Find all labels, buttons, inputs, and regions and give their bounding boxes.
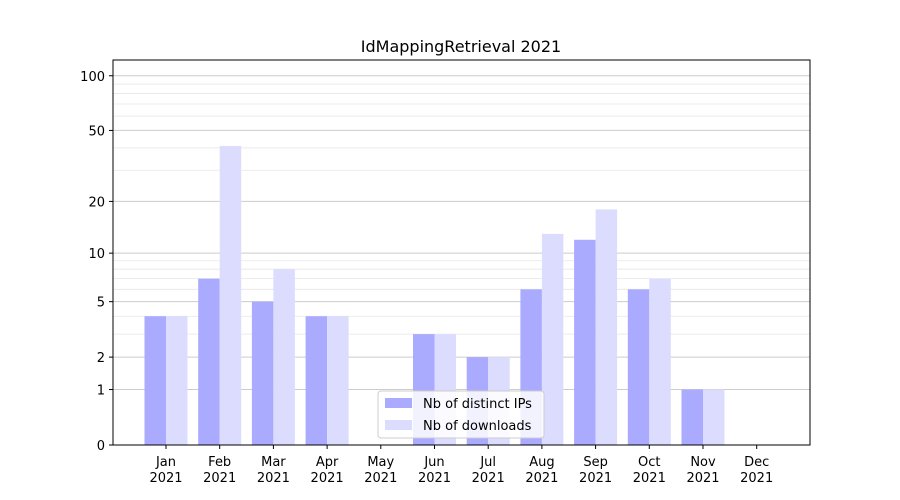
bar-ips xyxy=(251,301,274,445)
plot-frame xyxy=(112,59,811,446)
x-tick-label: Sep 2021 xyxy=(579,455,612,486)
legend: Nb of distinct IPs Nb of downloads xyxy=(377,390,545,439)
bar-downloads xyxy=(166,316,188,445)
y-tick-label: 10 xyxy=(88,247,105,262)
x-tick-label: Apr 2021 xyxy=(311,455,344,486)
x-tick-label: Jul 2021 xyxy=(472,455,505,486)
legend-label-ips: Nb of distinct IPs xyxy=(423,397,532,412)
bar-downloads xyxy=(327,316,349,445)
legend-swatch-ips xyxy=(385,398,412,408)
bar-ips xyxy=(627,289,650,445)
legend-swatch-downloads xyxy=(385,420,412,430)
bar-downloads xyxy=(649,278,671,445)
bar-ips xyxy=(198,278,220,445)
bar-downloads xyxy=(703,389,725,445)
bar-ips xyxy=(574,239,596,445)
x-tick-label: Aug 2021 xyxy=(525,455,558,486)
x-tick-label: Nov 2021 xyxy=(686,455,719,486)
x-tick-label: Dec 2021 xyxy=(740,455,773,486)
x-axis: Jan 2021 Feb 2021 Mar 2021 Apr 2021 May 2021 Jun 20… xyxy=(149,445,773,486)
x-tick-label: Feb 2021 xyxy=(203,455,236,486)
y-tick-label: 50 xyxy=(88,124,105,139)
bar-downloads xyxy=(219,145,242,446)
x-tick-label: Jan 2021 xyxy=(149,455,182,486)
y-axis: 0 1 2 5 10 20 50 100 xyxy=(80,70,113,454)
bar-ips xyxy=(681,389,703,445)
bar-downloads xyxy=(273,269,295,445)
y-tick-label: 0 xyxy=(97,439,105,454)
legend-label-downloads: Nb of downloads xyxy=(423,419,532,434)
bar-ips xyxy=(144,316,166,445)
bar-downloads xyxy=(541,233,564,445)
bar-downloads xyxy=(595,209,618,445)
x-tick-label: May 2021 xyxy=(364,455,397,486)
x-tick-label: Oct 2021 xyxy=(633,455,666,486)
y-tick-label: 1 xyxy=(97,384,105,399)
legend-box xyxy=(377,390,545,439)
bar-ips xyxy=(305,316,328,445)
y-tick-label: 20 xyxy=(88,195,105,210)
y-tick-label: 100 xyxy=(80,70,105,85)
chart-title: IdMappingRetrieval 2021 xyxy=(361,37,561,56)
x-tick-label: Mar 2021 xyxy=(257,455,290,486)
y-tick-label: 2 xyxy=(97,351,105,366)
x-tick-label: Jun 2021 xyxy=(418,455,451,486)
y-tick-label: 5 xyxy=(97,296,105,311)
